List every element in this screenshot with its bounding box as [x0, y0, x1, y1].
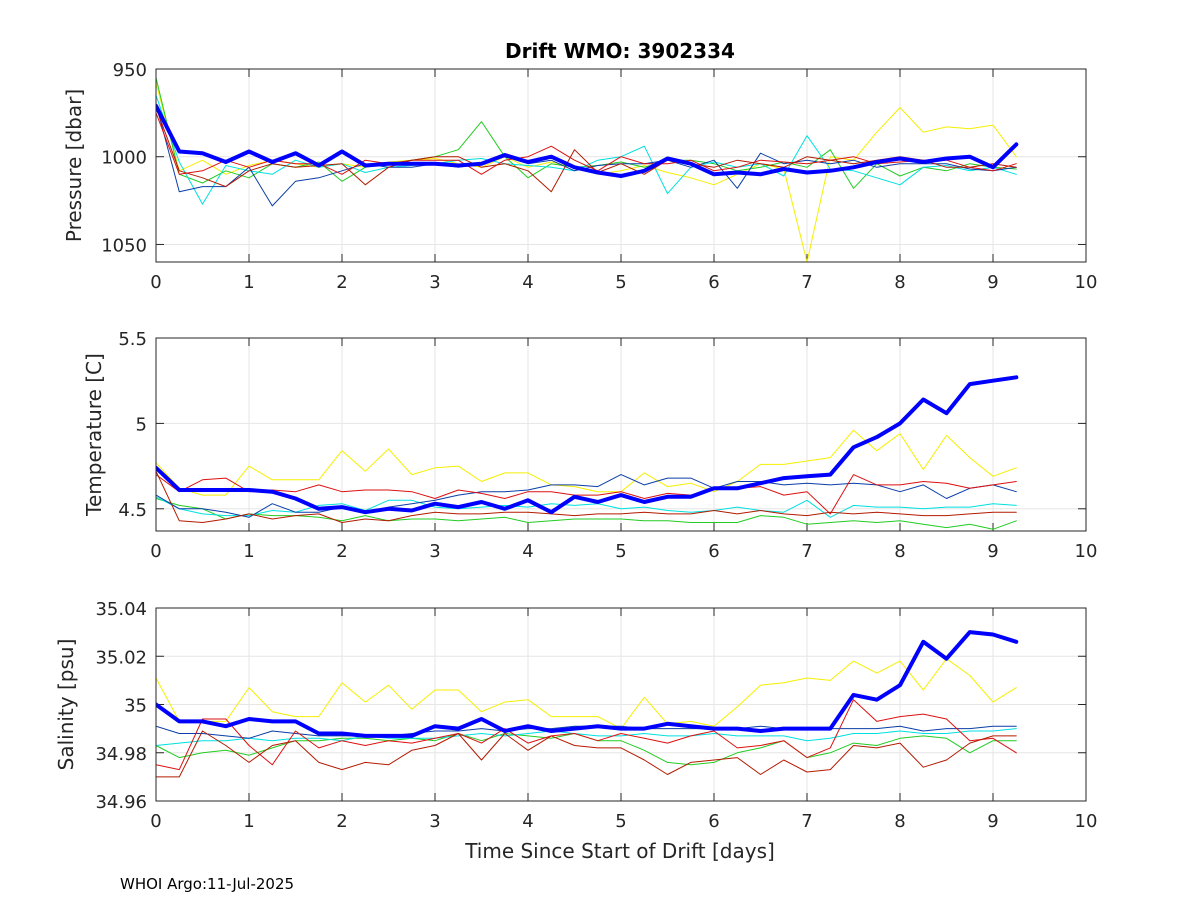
salinity-x-tick-label: 6	[708, 811, 719, 832]
temperature-y-tick-label: 5.5	[118, 329, 147, 350]
salinity-y-tick-label: 34.96	[95, 792, 147, 813]
temperature-series-line-darkred	[156, 470, 1017, 523]
pressure-x-tick-label: 4	[522, 272, 533, 293]
temperature-y-tick-label: 4.5	[118, 500, 147, 521]
salinity-series-line-darkred	[156, 730, 1017, 778]
temperature-series-line-green	[156, 498, 1017, 530]
temperature-y-tick-label: 5	[136, 414, 147, 435]
pressure-x-tick-label: 2	[336, 272, 347, 293]
temperature-x-tick-label: 6	[708, 541, 719, 562]
pressure-x-tick-label: 3	[429, 272, 440, 293]
salinity-x-tick-label: 7	[801, 811, 812, 832]
pressure-series-line-mean	[156, 103, 1019, 178]
salinity-series-line-cyan	[156, 728, 1017, 746]
pressure-y-tick-label: 950	[113, 60, 147, 81]
salinity-x-tick-label: 2	[336, 811, 347, 832]
salinity-x-tick-label: 3	[429, 811, 440, 832]
panel-pressure: 0 1 2 3 4 5 6 7 8 9 10 950 1000 1050 Pressure [dbar]	[62, 60, 1097, 293]
temperature-x-tick-label: 5	[615, 541, 626, 562]
pressure-x-tick-label: 7	[801, 272, 812, 293]
salinity-x-tick-label: 10	[1075, 811, 1098, 832]
temperature-series-group	[156, 375, 1019, 530]
temperature-x-tick-label: 2	[336, 541, 347, 562]
salinity-axes-frame	[155, 607, 1087, 802]
temperature-y-axis-label: Temperature [C]	[82, 353, 106, 517]
temperature-x-tick-label: 9	[987, 541, 998, 562]
temperature-x-tick-label: 10	[1075, 541, 1098, 562]
temperature-series-line-yellow	[156, 429, 1017, 496]
salinity-x-tick-label: 0	[150, 811, 161, 832]
temperature-series-line-navy	[156, 474, 1017, 518]
pressure-x-tick-label: 5	[615, 272, 626, 293]
temperature-series-line-mean	[156, 375, 1019, 515]
salinity-x-tick-label: 5	[615, 811, 626, 832]
salinity-series-group	[156, 630, 1019, 778]
panel-temperature: 0 1 2 3 4 5 6 7 8 9 10 4.5 5 5.5 Temperature [C]	[82, 329, 1097, 562]
figure-title: Drift WMO: 3902334	[505, 39, 735, 63]
pressure-x-tick-label: 9	[987, 272, 998, 293]
pressure-axes-frame	[155, 68, 1087, 263]
pressure-y-tick-label: 1000	[101, 148, 147, 169]
temperature-x-tick-label: 4	[522, 541, 533, 562]
pressure-x-tick-label: 0	[150, 272, 161, 293]
temperature-series-line-cyan	[156, 496, 1017, 518]
salinity-x-tick-label: 9	[987, 811, 998, 832]
pressure-series-line-green	[156, 77, 1017, 189]
pressure-x-tick-label: 10	[1075, 272, 1098, 293]
salinity-y-tick-label: 34.98	[95, 744, 147, 765]
temperature-x-tick-label: 3	[429, 541, 440, 562]
salinity-x-tick-label: 4	[522, 811, 533, 832]
temperature-axes-frame	[155, 337, 1087, 532]
salinity-series-line-red	[156, 699, 1017, 771]
temperature-series-line-red	[156, 474, 1017, 515]
pressure-y-tick-label: 1050	[101, 235, 147, 256]
temperature-x-tick-label: 7	[801, 541, 812, 562]
x-axis-label: Time Since Start of Drift [days]	[464, 839, 775, 863]
salinity-series-line-yellow	[156, 658, 1017, 730]
footer-stamp: WHOI Argo:11-Jul-2025	[120, 875, 294, 893]
pressure-y-axis-label: Pressure [dbar]	[62, 89, 86, 242]
salinity-y-axis-label: Salinity [psu]	[54, 639, 78, 771]
pressure-x-tick-label: 1	[243, 272, 254, 293]
salinity-series-line-mean	[156, 630, 1019, 738]
temperature-x-tick-label: 8	[894, 541, 905, 562]
pressure-series-line-darkred	[156, 107, 1017, 193]
salinity-y-tick-label: 35.04	[95, 599, 147, 620]
salinity-y-tick-label: 35.02	[95, 647, 147, 668]
pressure-x-tick-label: 6	[708, 272, 719, 293]
pressure-x-tick-label: 8	[894, 272, 905, 293]
salinity-x-tick-label: 1	[243, 811, 254, 832]
pressure-series-group	[156, 77, 1019, 262]
panel-salinity: 0 1 2 3 4 5 6 7 8 9 10 34.96 34.98 35 35.02 35.04 Salini…	[54, 599, 1097, 832]
salinity-y-tick-label: 35	[124, 696, 147, 717]
temperature-x-tick-label: 0	[150, 541, 161, 562]
salinity-x-tick-label: 8	[894, 811, 905, 832]
temperature-x-tick-label: 1	[243, 541, 254, 562]
